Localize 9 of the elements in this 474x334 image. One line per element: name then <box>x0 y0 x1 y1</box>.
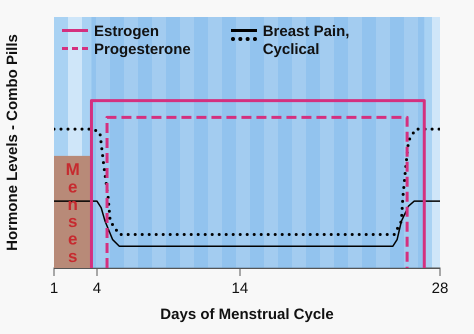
x-tick-label: 14 <box>232 280 248 298</box>
x-tick-label: 1 <box>50 280 58 298</box>
legend-label: Estrogen <box>94 23 160 41</box>
x-tick-label: 4 <box>92 280 102 298</box>
x-axis-title: Days of Menstrual Cycle <box>160 306 334 324</box>
x-tick-label: 28 <box>432 280 448 298</box>
y-axis-title: Hormone Levels - Combo Pills <box>4 34 22 251</box>
legend-label: Breast Pain, Cyclical <box>262 23 350 59</box>
legend-label: Progesterone <box>94 41 191 59</box>
